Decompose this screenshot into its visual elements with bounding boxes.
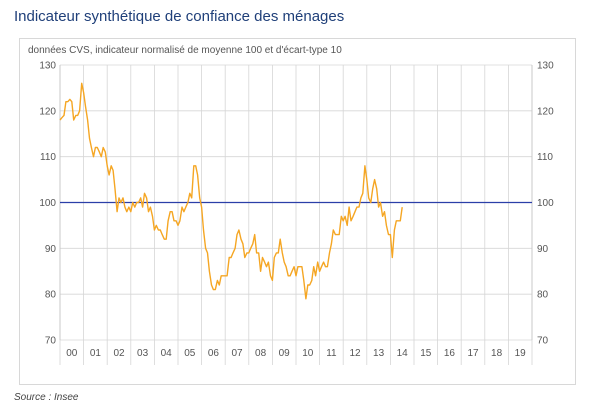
- x-tick-label: 09: [279, 348, 291, 359]
- x-tick-label: 01: [90, 348, 102, 359]
- grid: [59, 64, 533, 365]
- x-tick-label: 16: [444, 348, 456, 359]
- x-tick-label: 13: [373, 348, 385, 359]
- x-tick-label: 12: [349, 348, 361, 359]
- y-tick-label-right: 70: [537, 336, 549, 347]
- source-note: Source : Insee: [14, 392, 79, 403]
- y-tick-label-left: 130: [39, 61, 56, 72]
- axes: 70 70 80 80 90 90 100 100 110 110 120 120 130 130 00 01…: [39, 61, 554, 360]
- x-tick-label: 02: [113, 348, 125, 359]
- chart-panel: [19, 38, 576, 385]
- chart-subtitle: données CVS, indicateur normalisé de moy…: [28, 45, 342, 56]
- x-tick-label: 05: [184, 348, 196, 359]
- y-tick-label-right: 90: [537, 244, 549, 255]
- x-tick-label: 04: [161, 348, 173, 359]
- x-tick-label: 19: [515, 348, 527, 359]
- x-tick-label: 00: [66, 348, 78, 359]
- x-tick-label: 17: [467, 348, 479, 359]
- x-tick-label: 08: [255, 348, 267, 359]
- x-tick-label: 07: [231, 348, 243, 359]
- series-layer: [59, 82, 403, 300]
- y-tick-label-left: 80: [45, 290, 57, 301]
- page-title: Indicateur synthétique de confiance des …: [14, 8, 345, 25]
- x-tick-label: 10: [302, 348, 314, 359]
- y-tick-label-left: 100: [39, 198, 56, 209]
- y-tick-label-left: 120: [39, 106, 56, 117]
- y-tick-label-right: 120: [537, 106, 554, 117]
- y-tick-label-left: 90: [45, 244, 57, 255]
- x-tick-label: 06: [208, 348, 220, 359]
- series-line-confidence-index: [59, 82, 403, 300]
- x-tick-label: 15: [420, 348, 432, 359]
- y-tick-label-left: 110: [40, 152, 56, 163]
- y-tick-label-left: 70: [45, 336, 57, 347]
- y-tick-label-right: 130: [537, 61, 554, 72]
- x-tick-label: 14: [397, 348, 409, 359]
- x-tick-label: 18: [491, 348, 503, 359]
- y-tick-label-right: 80: [537, 290, 549, 301]
- x-tick-label: 11: [326, 348, 337, 359]
- y-tick-label-right: 110: [537, 152, 553, 163]
- y-tick-label-right: 100: [537, 198, 554, 209]
- x-tick-label: 03: [137, 348, 149, 359]
